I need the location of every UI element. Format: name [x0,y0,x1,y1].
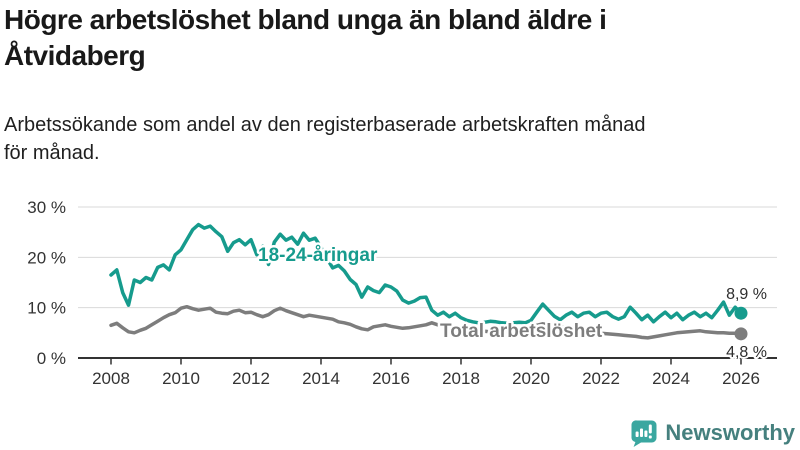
title-line-2: Åtvidaberg [4,40,146,71]
y-tick-label-20: 20 % [27,248,66,267]
x-tick-label-2024: 2024 [652,369,690,388]
series-label-1: Total arbetslöshet [440,321,603,342]
series-line-0 [109,222,743,326]
subtitle-line-2: för månad. [4,142,100,164]
series-label-0: 18-24-åringar [258,245,378,266]
x-tick-label-2016: 2016 [372,369,410,388]
subtitle-line-1: Arbetssökande som andel av den registerb… [4,114,646,136]
x-tick-label-2008: 2008 [92,369,130,388]
x-tick-label-2022: 2022 [582,369,620,388]
newsworthy-logo[interactable]: Newsworthy [630,419,795,447]
chart-title: Högre arbetslöshet bland unga än bland ä… [4,2,607,74]
y-tick-label-0: 0 % [37,349,66,368]
x-tick-label-2012: 2012 [232,369,270,388]
x-tick-label-2014: 2014 [302,369,340,388]
x-tick-label-2026: 2026 [722,369,760,388]
newsworthy-wordmark: Newsworthy [665,420,795,445]
exclamation-bar [649,424,653,434]
bar-2 [640,428,644,437]
chart-subtitle: Arbetssökande som andel av den registerb… [4,111,646,167]
end-dot-1 [734,327,748,341]
end-value-label-0: 8,9 % [726,286,767,303]
bar-1 [636,431,640,437]
y-tick-label-10: 10 % [27,299,66,318]
y-tick-label-30: 30 % [27,198,66,217]
series-line-1 [109,304,743,340]
x-tick-label-2010: 2010 [162,369,200,388]
end-dot-0 [734,306,748,320]
title-line-1: Högre arbetslöshet bland unga än bland ä… [4,4,607,35]
newsworthy-chart-bubble-icon [631,420,657,447]
speech-bubble-shape [631,420,657,447]
exclamation-dot [649,435,653,439]
bar-3 [644,430,648,437]
x-tick-label-2018: 2018 [442,369,480,388]
end-value-label-1: 4,8 % [726,344,767,361]
x-tick-label-2020: 2020 [512,369,550,388]
